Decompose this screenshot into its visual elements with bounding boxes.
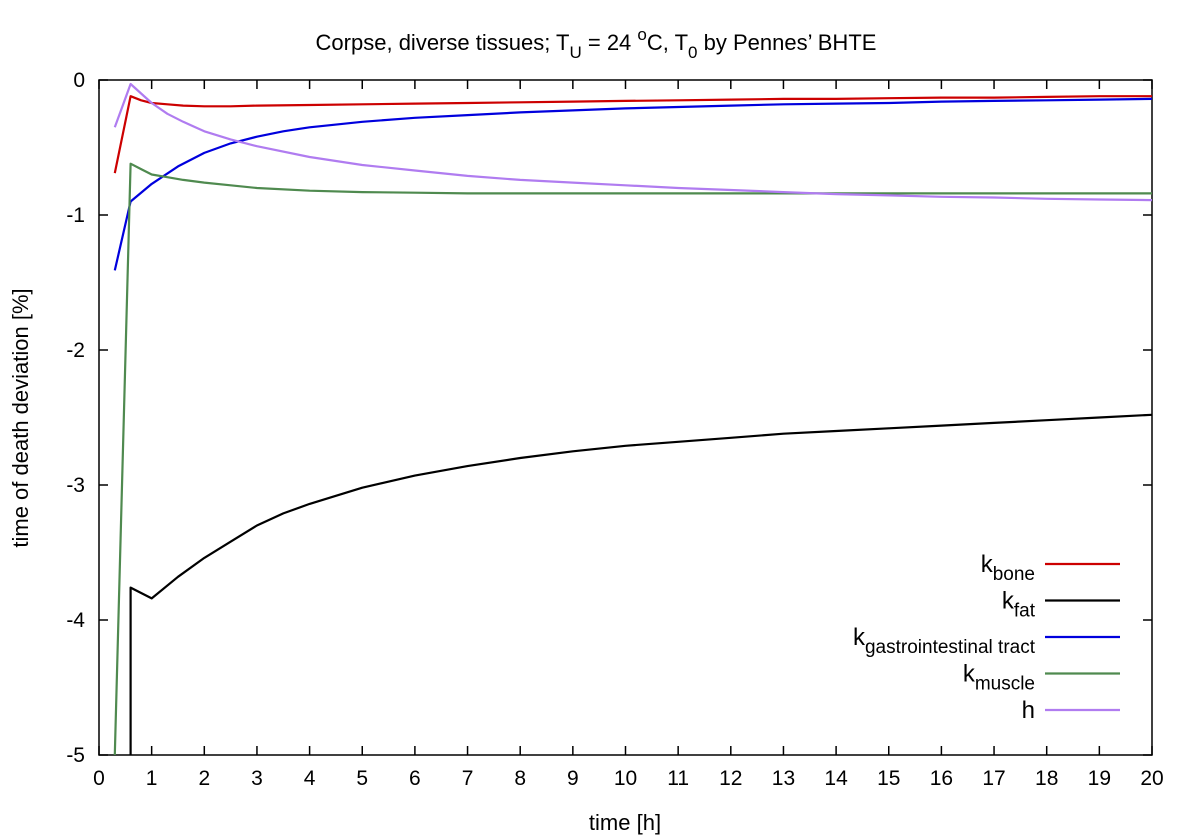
y-tick-labels: 0 -1 -2 -3 -4 -5 [66, 69, 85, 767]
y-tick-label: -3 [66, 474, 85, 497]
x-tick-label: 12 [719, 767, 742, 790]
legend-label-k-fat: kfat [1002, 588, 1036, 622]
legend-label-h: h [1022, 697, 1035, 724]
x-tick-label: 2 [198, 767, 210, 790]
x-tick-label: 8 [514, 767, 526, 790]
y-tick-label: -4 [66, 609, 85, 632]
y-tick-label: -5 [66, 744, 85, 767]
legend-label-k-bone: kbone [981, 551, 1035, 585]
y-tick-label: -2 [66, 339, 85, 362]
x-tick-label: 4 [304, 767, 316, 790]
x-tick-label: 5 [356, 767, 368, 790]
legend-label-k-gastrointestinal-tract: kgastrointestinal tract [853, 624, 1036, 658]
axis-ticks [98, 79, 1153, 756]
x-tick-label: 15 [877, 767, 900, 790]
x-tick-label: 7 [462, 767, 474, 790]
x-tick-label: 14 [824, 767, 848, 790]
x-tick-label: 10 [614, 767, 637, 790]
chart-title: Corpse, diverse tissues; TU = 24 oC, T0 … [316, 25, 877, 62]
x-tick-label: 11 [667, 767, 689, 790]
series-line-k-bone [113, 95, 1152, 174]
x-tick-label: 19 [1088, 767, 1111, 790]
x-tick-label: 6 [409, 767, 421, 790]
series-line-k-fat [129, 413, 1152, 755]
y-axis-label: time of death deviation [%] [8, 288, 33, 547]
series-line-k-gastrointestinal-tract [113, 97, 1152, 271]
legend-label-k-muscle: kmuscle [963, 661, 1035, 695]
x-axis-label: time [h] [589, 810, 661, 835]
series-line-k-muscle [113, 162, 1152, 755]
series-line-h [113, 82, 1152, 202]
y-tick-label: -1 [66, 204, 85, 227]
x-tick-labels: 0 1 2 3 4 5 6 7 8 9 10 11 12 13 14 15 16 17 18 19 20 [93, 767, 1164, 790]
x-tick-label: 9 [567, 767, 579, 790]
x-tick-label: 0 [93, 767, 105, 790]
x-tick-label: 17 [982, 767, 1005, 790]
y-tick-label: 0 [73, 69, 85, 92]
x-tick-label: 18 [1035, 767, 1058, 790]
x-tick-label: 3 [251, 767, 263, 790]
x-tick-label: 16 [930, 767, 953, 790]
x-tick-label: 13 [772, 767, 795, 790]
x-tick-label: 20 [1140, 767, 1163, 790]
series-lines [113, 82, 1152, 755]
x-tick-label: 1 [146, 767, 158, 790]
